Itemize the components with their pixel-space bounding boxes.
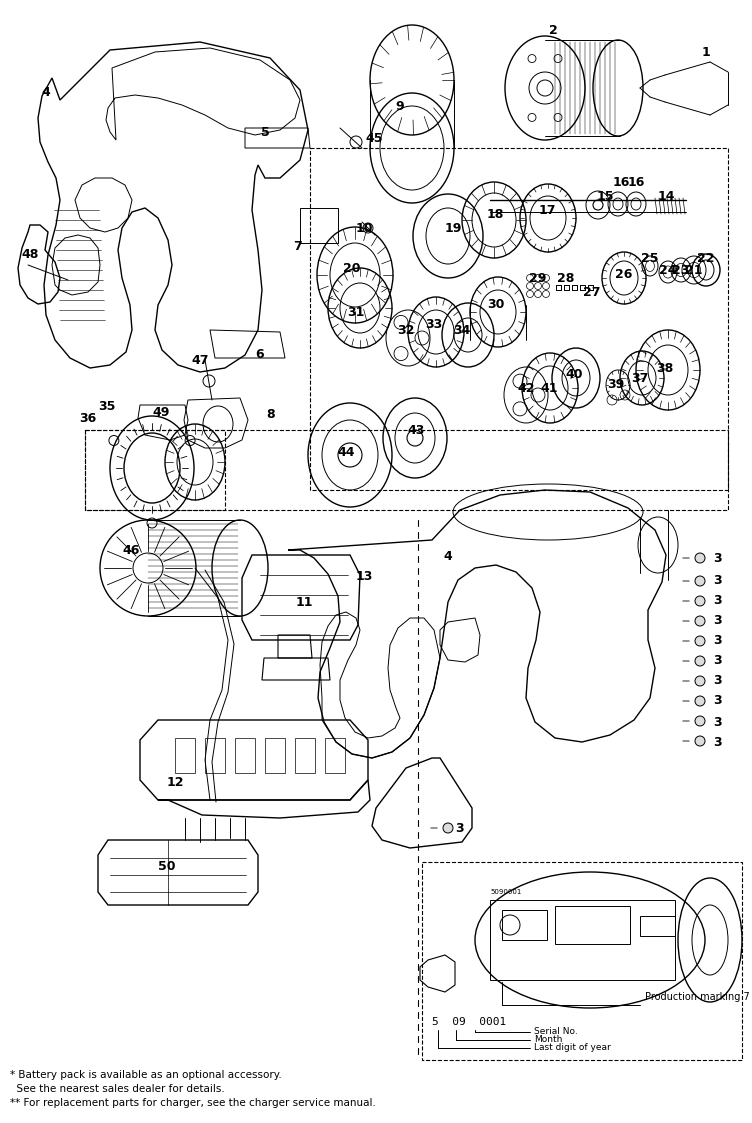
Text: 3: 3 bbox=[713, 675, 721, 687]
Text: 3: 3 bbox=[713, 575, 721, 587]
Bar bbox=[235, 738, 255, 773]
Text: 17: 17 bbox=[538, 203, 556, 217]
Text: 31: 31 bbox=[347, 305, 365, 319]
Circle shape bbox=[695, 553, 705, 563]
Bar bbox=[300, 208, 338, 243]
Bar bbox=[555, 906, 630, 944]
Circle shape bbox=[695, 696, 705, 706]
Text: 3: 3 bbox=[713, 736, 721, 749]
Text: 16: 16 bbox=[612, 176, 629, 190]
Text: 3: 3 bbox=[713, 614, 721, 628]
Text: 6: 6 bbox=[256, 348, 264, 362]
Text: 27: 27 bbox=[584, 285, 601, 299]
Circle shape bbox=[695, 636, 705, 646]
Bar bbox=[502, 910, 547, 940]
Text: 14: 14 bbox=[657, 190, 675, 202]
Text: 26: 26 bbox=[615, 267, 632, 281]
Circle shape bbox=[695, 736, 705, 746]
Text: Serial No.: Serial No. bbox=[534, 1028, 578, 1037]
Text: 34: 34 bbox=[453, 323, 471, 337]
Text: 2: 2 bbox=[549, 24, 557, 37]
Text: 45: 45 bbox=[365, 131, 383, 145]
Bar bbox=[205, 738, 225, 773]
Bar bbox=[325, 738, 345, 773]
Text: 43: 43 bbox=[408, 423, 425, 437]
Text: 3: 3 bbox=[713, 551, 721, 565]
Text: Last digit of year: Last digit of year bbox=[534, 1043, 611, 1052]
Text: 4: 4 bbox=[444, 549, 453, 563]
Text: 3: 3 bbox=[713, 715, 721, 729]
Text: 39: 39 bbox=[608, 378, 625, 392]
Bar bbox=[490, 900, 675, 980]
Text: 3: 3 bbox=[713, 594, 721, 608]
Text: 12: 12 bbox=[166, 776, 183, 788]
Text: 44: 44 bbox=[337, 447, 355, 459]
Text: 21: 21 bbox=[685, 264, 703, 276]
Text: 42: 42 bbox=[517, 382, 535, 394]
Text: 20: 20 bbox=[343, 262, 361, 274]
Text: 8: 8 bbox=[267, 408, 275, 420]
Text: 11: 11 bbox=[296, 595, 313, 609]
Circle shape bbox=[695, 676, 705, 686]
Text: 3: 3 bbox=[713, 655, 721, 667]
Text: 9: 9 bbox=[396, 100, 405, 113]
Bar bbox=[295, 738, 315, 773]
Circle shape bbox=[695, 617, 705, 626]
Circle shape bbox=[443, 823, 453, 833]
Text: 18: 18 bbox=[487, 209, 504, 221]
Text: 50: 50 bbox=[158, 860, 176, 874]
Text: 16: 16 bbox=[627, 176, 644, 190]
Text: 28: 28 bbox=[557, 272, 575, 284]
Text: 33: 33 bbox=[426, 319, 443, 331]
Text: 32: 32 bbox=[397, 323, 414, 337]
Text: 35: 35 bbox=[99, 401, 116, 413]
Text: 5  09  0001: 5 09 0001 bbox=[432, 1017, 506, 1028]
Text: 13: 13 bbox=[355, 570, 373, 584]
Bar bbox=[265, 738, 285, 773]
Circle shape bbox=[695, 716, 705, 725]
Circle shape bbox=[695, 656, 705, 666]
Text: ** For replacement parts for charger, see the charger service manual.: ** For replacement parts for charger, se… bbox=[10, 1098, 376, 1108]
Text: 23: 23 bbox=[672, 264, 690, 276]
Text: 38: 38 bbox=[656, 362, 674, 374]
Text: See the nearest sales dealer for details.: See the nearest sales dealer for details… bbox=[10, 1084, 225, 1094]
Text: 3: 3 bbox=[713, 694, 721, 707]
Text: 36: 36 bbox=[80, 411, 96, 424]
Circle shape bbox=[695, 596, 705, 606]
Text: 3: 3 bbox=[713, 634, 721, 648]
Text: 40: 40 bbox=[566, 368, 583, 382]
Text: 10: 10 bbox=[355, 221, 373, 235]
Text: 41: 41 bbox=[540, 382, 558, 394]
Text: 37: 37 bbox=[632, 372, 649, 384]
Text: 25: 25 bbox=[641, 252, 659, 265]
Text: 1: 1 bbox=[702, 46, 711, 58]
Text: 5090001: 5090001 bbox=[490, 889, 521, 895]
Text: 3: 3 bbox=[456, 822, 464, 834]
Bar bbox=[175, 738, 195, 773]
Bar bbox=[640, 916, 675, 935]
Text: 49: 49 bbox=[153, 407, 170, 420]
Text: 30: 30 bbox=[487, 299, 505, 311]
Text: 46: 46 bbox=[123, 545, 140, 557]
Text: 48: 48 bbox=[21, 248, 38, 262]
Text: 47: 47 bbox=[191, 355, 209, 367]
Circle shape bbox=[695, 576, 705, 586]
Text: 4: 4 bbox=[41, 85, 50, 99]
Text: 7: 7 bbox=[293, 240, 302, 254]
Text: 19: 19 bbox=[444, 221, 462, 235]
Text: 15: 15 bbox=[596, 190, 614, 202]
Text: 5: 5 bbox=[261, 127, 269, 139]
Text: * Battery pack is available as an optional accessory.: * Battery pack is available as an option… bbox=[10, 1070, 282, 1080]
Text: 29: 29 bbox=[529, 272, 547, 284]
Text: 24: 24 bbox=[660, 264, 677, 276]
Text: Production marking 7 digits: Production marking 7 digits bbox=[645, 992, 752, 1002]
Text: 22: 22 bbox=[697, 252, 714, 265]
Text: Month: Month bbox=[534, 1035, 562, 1044]
